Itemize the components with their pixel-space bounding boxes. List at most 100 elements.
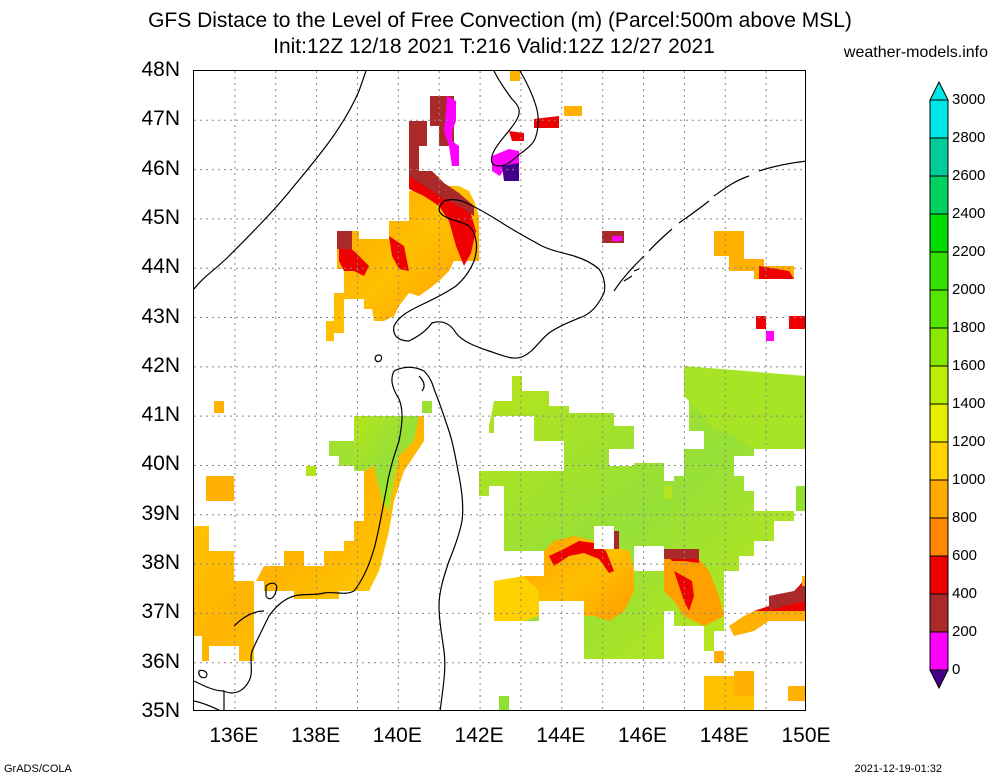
field-green-dot <box>306 466 316 476</box>
chart-subtitle: Init:12Z 12/18 2021 T:216 Valid:12Z 12/2… <box>273 35 715 58</box>
lon-label: 146E <box>618 724 668 747</box>
colorbar-label: 2200 <box>952 243 986 260</box>
field-red-strip-2 <box>339 241 369 276</box>
field-red-strip-3 <box>389 236 409 271</box>
field-orange-ne <box>564 106 582 116</box>
lfc-field-shading <box>194 71 805 710</box>
colorbar-label: 2400 <box>952 205 986 222</box>
map-gridlines <box>194 71 805 710</box>
lat-label: 39N <box>141 501 180 525</box>
field-orange-top <box>510 71 520 81</box>
field-green-e2 <box>664 486 672 499</box>
field-orange-small2 <box>206 476 234 501</box>
field-orange-east <box>714 231 794 279</box>
field-green-e <box>796 486 805 511</box>
colorbar-label: 0 <box>952 661 961 678</box>
map-svg <box>194 71 805 710</box>
lat-label: 41N <box>141 403 180 427</box>
field-pacific-yellow <box>494 576 539 621</box>
coast-kurils <box>613 160 805 292</box>
field-pacific-green-ne <box>684 366 805 449</box>
field-pacific-orange-2 <box>664 551 724 626</box>
field-magenta-aniva <box>492 149 519 176</box>
lon-label: 136E <box>209 724 259 747</box>
colorbar-label: 2800 <box>952 129 986 146</box>
field-red-ne <box>534 116 559 128</box>
colorbar-top-arrow <box>929 80 949 101</box>
field-red-east-2 <box>756 316 766 329</box>
lat-label: 45N <box>141 205 180 229</box>
lat-label: 42N <box>141 353 180 377</box>
colorbar-svg <box>929 80 949 690</box>
lon-label: 142E <box>454 724 504 747</box>
colorbar-segment <box>929 327 949 367</box>
colorbar-label: 2600 <box>952 167 986 184</box>
colorbar-segment <box>929 213 949 253</box>
coast-noto <box>233 610 265 627</box>
colorbar-bottom-arrow <box>929 669 949 690</box>
colorbar-segment <box>929 365 949 405</box>
field-green-strip <box>329 441 354 466</box>
colorbar-label: 200 <box>952 623 978 640</box>
lon-label: 144E <box>536 724 586 747</box>
lat-label: 38N <box>141 551 180 575</box>
colorbar-segment <box>929 441 949 481</box>
field-orange-se <box>729 611 805 636</box>
colorbar-segment <box>929 251 949 291</box>
field-green-sea-of-japan <box>354 416 419 511</box>
colorbar-label: 1200 <box>952 433 986 450</box>
field-purple-aniva <box>502 163 519 181</box>
coast-okushiri <box>374 354 383 363</box>
colorbar-segment <box>929 99 949 139</box>
coast-kurils-2 <box>623 268 640 282</box>
colorbar-label: 3000 <box>952 91 986 108</box>
lat-label: 48N <box>141 58 180 81</box>
map-plot-area <box>193 70 806 711</box>
coast-sakhalin <box>490 71 539 167</box>
colorbar-label: 1800 <box>952 319 986 336</box>
lat-label: 47N <box>141 107 180 131</box>
coast-tsugaru <box>393 366 435 392</box>
field-white-hole-1 <box>594 526 614 549</box>
lon-label: 140E <box>372 724 422 747</box>
field-red-east <box>759 266 794 279</box>
field-red-aniva <box>509 131 524 141</box>
colorbar-segment <box>929 289 949 329</box>
lon-label: 148E <box>699 724 749 747</box>
colorbar-segment <box>929 517 949 557</box>
field-brown-se <box>769 584 805 611</box>
colorbar-label: 600 <box>952 547 978 564</box>
lat-label: 35N <box>141 699 180 722</box>
colorbar-segment <box>929 137 949 177</box>
colorbar-label: 400 <box>952 585 978 602</box>
field-red-east-3 <box>789 316 805 329</box>
field-green-s <box>499 696 509 710</box>
field-yellow-sea-of-japan <box>194 416 424 661</box>
lat-label: 36N <box>141 649 180 673</box>
field-magenta-kuril <box>612 236 622 241</box>
colorbar-segment <box>929 631 949 671</box>
field-brown-nw <box>337 231 352 249</box>
footer-timestamp: 2021-12-19-01:32 <box>854 763 942 775</box>
field-magenta-east <box>766 331 774 341</box>
field-magenta-sakhalin <box>444 96 459 166</box>
lat-label: 44N <box>141 255 180 279</box>
field-orange-s1 <box>704 676 754 710</box>
lat-label: 37N <box>141 600 180 624</box>
field-white-hole-3 <box>634 546 664 571</box>
colorbar-label: 1000 <box>952 471 986 488</box>
colorbar-segment <box>929 555 949 595</box>
coast-oki <box>198 669 208 679</box>
colorbar-label: 800 <box>952 509 978 526</box>
chart-title: GFS Distace to the Level of Free Convect… <box>148 9 852 32</box>
field-orange-s4 <box>714 651 724 663</box>
colorbar-label: 1600 <box>952 357 986 374</box>
field-orange-s2 <box>734 671 754 696</box>
coast-tohoku <box>223 370 464 710</box>
field-orange-se-2 <box>802 576 805 586</box>
field-red-pacific-3 <box>674 571 694 611</box>
field-white-hole-2 <box>539 601 584 631</box>
field-red-strip <box>409 171 476 266</box>
lat-label: 43N <box>141 304 180 328</box>
coast-primorye <box>194 71 367 290</box>
